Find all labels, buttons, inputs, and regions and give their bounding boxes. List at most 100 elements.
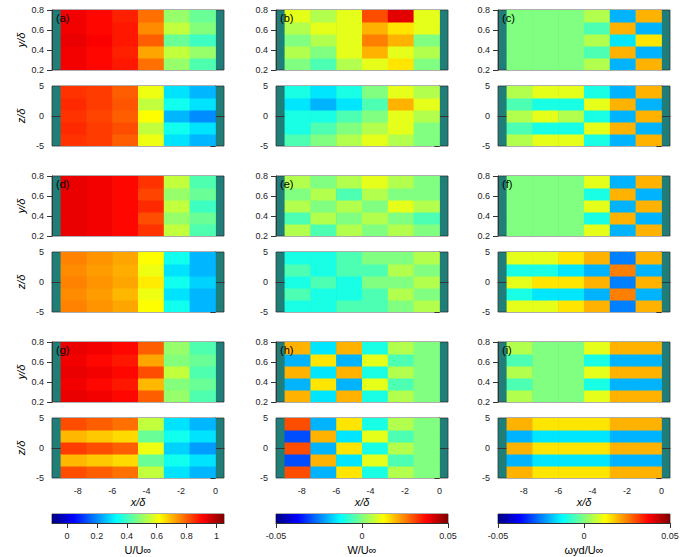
svg-text:x/δ: x/δ xyxy=(576,496,593,508)
svg-text:0.2: 0.2 xyxy=(91,531,104,541)
svg-text:0.2: 0.2 xyxy=(477,231,490,241)
svg-text:-2: -2 xyxy=(177,486,185,496)
svg-text:0.8: 0.8 xyxy=(180,531,193,541)
svg-text:-6: -6 xyxy=(332,486,340,496)
svg-text:0.8: 0.8 xyxy=(255,5,268,15)
svg-text:0.05: 0.05 xyxy=(661,531,679,541)
svg-text:0.6: 0.6 xyxy=(477,191,490,201)
svg-text:x/δ: x/δ xyxy=(130,496,147,508)
svg-text:W/U∞: W/U∞ xyxy=(347,544,376,556)
svg-text:(h): (h) xyxy=(280,344,293,356)
svg-text:-5: -5 xyxy=(260,473,268,483)
svg-text:0: 0 xyxy=(359,531,364,541)
svg-text:(d): (d) xyxy=(56,178,69,190)
svg-text:-0.05: -0.05 xyxy=(266,531,287,541)
svg-text:-4: -4 xyxy=(367,486,375,496)
svg-text:z/δ: z/δ xyxy=(15,274,27,291)
svg-text:-5: -5 xyxy=(482,141,490,151)
svg-text:y/δ: y/δ xyxy=(15,198,27,215)
svg-text:x/δ: x/δ xyxy=(354,496,371,508)
svg-text:(a): (a) xyxy=(56,12,69,24)
svg-text:0: 0 xyxy=(659,486,664,496)
svg-text:5: 5 xyxy=(263,81,268,91)
svg-text:0.8: 0.8 xyxy=(255,337,268,347)
svg-text:0.4: 0.4 xyxy=(31,211,44,221)
svg-text:0.05: 0.05 xyxy=(439,531,457,541)
svg-text:0: 0 xyxy=(485,277,490,287)
svg-text:y/δ: y/δ xyxy=(15,364,27,381)
svg-text:z/δ: z/δ xyxy=(15,108,27,125)
svg-text:0: 0 xyxy=(39,443,44,453)
svg-text:(g): (g) xyxy=(56,344,69,356)
svg-text:0: 0 xyxy=(213,486,218,496)
svg-text:0.2: 0.2 xyxy=(477,397,490,407)
svg-text:0: 0 xyxy=(39,277,44,287)
svg-text:-5: -5 xyxy=(36,473,44,483)
svg-text:(c): (c) xyxy=(502,12,515,24)
svg-text:0.6: 0.6 xyxy=(255,191,268,201)
svg-text:0.6: 0.6 xyxy=(477,25,490,35)
svg-text:-5: -5 xyxy=(36,307,44,317)
svg-text:-5: -5 xyxy=(260,307,268,317)
svg-text:0.4: 0.4 xyxy=(121,531,134,541)
svg-text:0.8: 0.8 xyxy=(31,171,44,181)
svg-text:-8: -8 xyxy=(520,486,528,496)
svg-text:0: 0 xyxy=(263,111,268,121)
svg-text:0.6: 0.6 xyxy=(31,357,44,367)
svg-text:-5: -5 xyxy=(482,473,490,483)
svg-text:z/δ: z/δ xyxy=(15,440,27,457)
svg-text:0.4: 0.4 xyxy=(31,45,44,55)
svg-text:-5: -5 xyxy=(260,141,268,151)
svg-text:0: 0 xyxy=(581,531,586,541)
svg-text:0.2: 0.2 xyxy=(477,65,490,75)
svg-text:0.6: 0.6 xyxy=(477,357,490,367)
svg-text:0.2: 0.2 xyxy=(31,65,44,75)
svg-text:1: 1 xyxy=(214,531,219,541)
svg-text:-6: -6 xyxy=(108,486,116,496)
svg-text:0.8: 0.8 xyxy=(31,337,44,347)
svg-text:ωyd/U∞: ωyd/U∞ xyxy=(564,544,603,556)
svg-text:-6: -6 xyxy=(554,486,562,496)
svg-text:0: 0 xyxy=(39,111,44,121)
svg-text:5: 5 xyxy=(263,247,268,257)
svg-text:5: 5 xyxy=(485,413,490,423)
svg-text:(e): (e) xyxy=(280,178,293,190)
svg-text:5: 5 xyxy=(39,247,44,257)
svg-text:0.6: 0.6 xyxy=(255,25,268,35)
svg-text:0.4: 0.4 xyxy=(477,45,490,55)
svg-text:0: 0 xyxy=(485,111,490,121)
svg-text:0.8: 0.8 xyxy=(477,171,490,181)
svg-text:5: 5 xyxy=(263,413,268,423)
svg-text:-0.05: -0.05 xyxy=(488,531,509,541)
svg-text:0.8: 0.8 xyxy=(477,5,490,15)
svg-text:0.2: 0.2 xyxy=(255,397,268,407)
svg-text:-8: -8 xyxy=(74,486,82,496)
svg-text:(f): (f) xyxy=(502,178,512,190)
svg-text:0.4: 0.4 xyxy=(255,211,268,221)
svg-text:-5: -5 xyxy=(482,307,490,317)
svg-text:0: 0 xyxy=(437,486,442,496)
svg-text:U/U∞: U/U∞ xyxy=(125,544,152,556)
svg-text:0: 0 xyxy=(64,531,69,541)
svg-text:0: 0 xyxy=(485,443,490,453)
svg-text:-8: -8 xyxy=(298,486,306,496)
svg-text:5: 5 xyxy=(485,247,490,257)
svg-text:(b): (b) xyxy=(280,12,293,24)
svg-text:0.2: 0.2 xyxy=(31,231,44,241)
svg-text:-2: -2 xyxy=(623,486,631,496)
svg-text:(i): (i) xyxy=(502,344,512,356)
svg-text:0.6: 0.6 xyxy=(31,191,44,201)
svg-text:0.8: 0.8 xyxy=(477,337,490,347)
svg-text:-4: -4 xyxy=(589,486,597,496)
svg-text:0.4: 0.4 xyxy=(255,377,268,387)
svg-text:0.6: 0.6 xyxy=(255,357,268,367)
svg-text:-2: -2 xyxy=(401,486,409,496)
svg-text:0.8: 0.8 xyxy=(31,5,44,15)
svg-text:0.4: 0.4 xyxy=(477,211,490,221)
svg-text:y/δ: y/δ xyxy=(15,32,27,49)
svg-text:0: 0 xyxy=(263,277,268,287)
svg-text:-4: -4 xyxy=(143,486,151,496)
svg-text:0.2: 0.2 xyxy=(255,65,268,75)
svg-text:5: 5 xyxy=(39,413,44,423)
svg-text:0.8: 0.8 xyxy=(255,171,268,181)
